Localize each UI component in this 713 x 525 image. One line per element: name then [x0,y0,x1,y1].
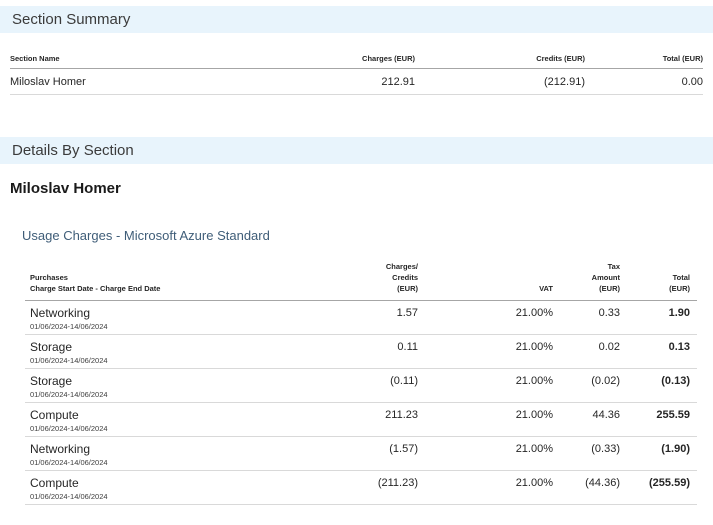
cell-vat: 21.00% [515,477,553,489]
cell-tax-amount: 0.02 [598,341,620,353]
purchase-name: Networking [30,306,91,320]
summary-table-row: Miloslav Homer 212.91 (212.91) 0.00 [10,69,703,95]
details-header-vat: VAT [539,284,553,293]
details-header-tax-amount: Tax Amount (EUR) [591,262,620,293]
summary-header-charges: Charges (EUR) [362,54,415,63]
section-summary-band: Section Summary [0,6,713,33]
charge-period: 01/06/2024-14/06/2024 [30,356,108,365]
purchase-name: Compute [30,476,79,490]
details-table-row: Compute 01/06/2024-14/06/2024 211.23 21.… [25,403,697,437]
purchase-name: Storage [30,340,73,354]
details-table-row: Storage 01/06/2024-14/06/2024 (0.11) 21.… [25,369,697,403]
summary-cell-total: 0.00 [681,76,703,88]
charge-period: 01/06/2024-14/06/2024 [30,322,108,331]
purchase-name: Networking [30,442,91,456]
cell-tax-amount: (0.02) [591,375,620,387]
details-section-heading: Miloslav Homer [10,180,121,197]
summary-header-credits: Credits (EUR) [536,54,585,63]
summary-header-total: Total (EUR) [662,54,703,63]
cell-charges-credits: (211.23) [377,477,418,489]
cell-total: 0.13 [668,341,690,353]
section-summary-title: Section Summary [12,11,131,28]
details-header-charges-credits: Charges/ Credits (EUR) [385,262,418,293]
cell-charges-credits: 0.11 [397,341,418,353]
details-by-section-band: Details By Section [0,137,713,164]
cell-vat: 21.00% [515,307,553,319]
summary-cell-charges: 212.91 [381,76,415,88]
details-header-total: Total (EUR) [669,273,690,293]
summary-cell-section-name: Miloslav Homer [10,76,86,88]
purchase-name: Compute [30,408,79,422]
details-table-row: Compute 01/06/2024-14/06/2024 (211.23) 2… [25,471,697,505]
cell-tax-amount: (44.36) [585,477,620,489]
details-table-row: Networking 01/06/2024-14/06/2024 1.57 21… [25,301,697,335]
purchase-name: Storage [30,374,73,388]
details-table-row: Networking 01/06/2024-14/06/2024 (1.57) … [25,437,697,471]
cell-vat: 21.00% [515,409,553,421]
cell-tax-amount: (0.33) [591,443,620,455]
cell-total: (255.59) [649,477,690,489]
charge-period: 01/06/2024-14/06/2024 [30,458,108,467]
details-table-header: Purchases Charge Start Date - Charge End… [25,261,697,301]
cell-tax-amount: 44.36 [592,409,620,421]
cell-total: (1.90) [661,443,690,455]
summary-table: Section Name Charges (EUR) Credits (EUR)… [10,53,703,95]
cell-total: (0.13) [661,375,690,387]
cell-total: 1.90 [668,307,690,319]
charge-period: 01/06/2024-14/06/2024 [30,424,108,433]
details-table: Purchases Charge Start Date - Charge End… [25,261,697,505]
summary-table-header: Section Name Charges (EUR) Credits (EUR)… [10,53,703,69]
details-table-row: Storage 01/06/2024-14/06/2024 0.11 21.00… [25,335,697,369]
cell-charges-credits: (1.57) [389,443,418,455]
cell-vat: 21.00% [515,375,553,387]
details-header-purchases: Purchases Charge Start Date - Charge End… [30,273,161,293]
cell-vat: 21.00% [515,341,553,353]
cell-total: 255.59 [656,409,690,421]
usage-charges-subheading: Usage Charges - Microsoft Azure Standard [22,228,270,243]
cell-tax-amount: 0.33 [598,307,620,319]
charge-period: 01/06/2024-14/06/2024 [30,492,108,501]
cell-charges-credits: 211.23 [385,409,418,421]
cell-charges-credits: (0.11) [390,375,418,387]
cell-vat: 21.00% [515,443,553,455]
summary-header-section-name: Section Name [10,54,60,63]
summary-cell-credits: (212.91) [544,76,585,88]
charge-period: 01/06/2024-14/06/2024 [30,390,108,399]
details-by-section-title: Details By Section [12,142,134,159]
cell-charges-credits: 1.57 [396,307,418,319]
